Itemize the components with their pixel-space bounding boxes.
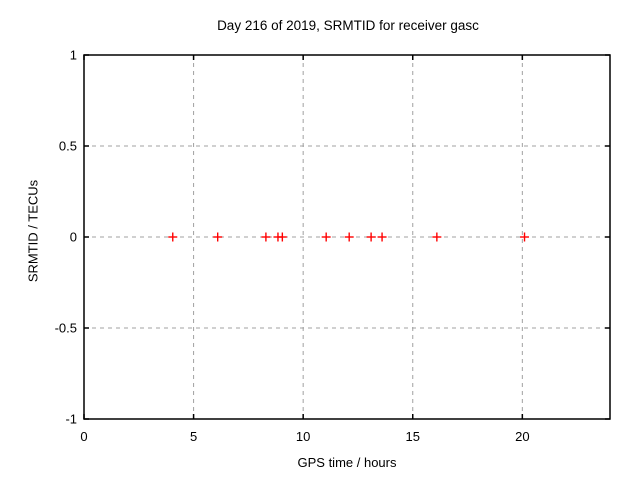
y-tick-label: -0.5 (55, 321, 77, 336)
chart-title: Day 216 of 2019, SRMTID for receiver gas… (217, 18, 479, 33)
y-tick-label: 0.5 (59, 139, 77, 154)
y-axis-label: SRMTID / TECUs (26, 179, 41, 282)
y-tick-label: 0 (70, 230, 77, 245)
x-tick-label: 0 (80, 429, 87, 444)
x-axis-label: GPS time / hours (298, 455, 397, 470)
tick-labels-layer: 0 5 10 15 20 1 0.5 0 -0.5 -1 (55, 48, 530, 445)
x-tick-label: 10 (296, 429, 310, 444)
x-tick-label: 20 (515, 429, 529, 444)
x-tick-label: 5 (190, 429, 197, 444)
y-tick-label: -1 (65, 412, 77, 427)
x-tick-label: 15 (406, 429, 420, 444)
tick-marks-layer (83, 54, 610, 420)
y-tick-label: 1 (70, 48, 77, 63)
data-points-layer (168, 232, 530, 242)
